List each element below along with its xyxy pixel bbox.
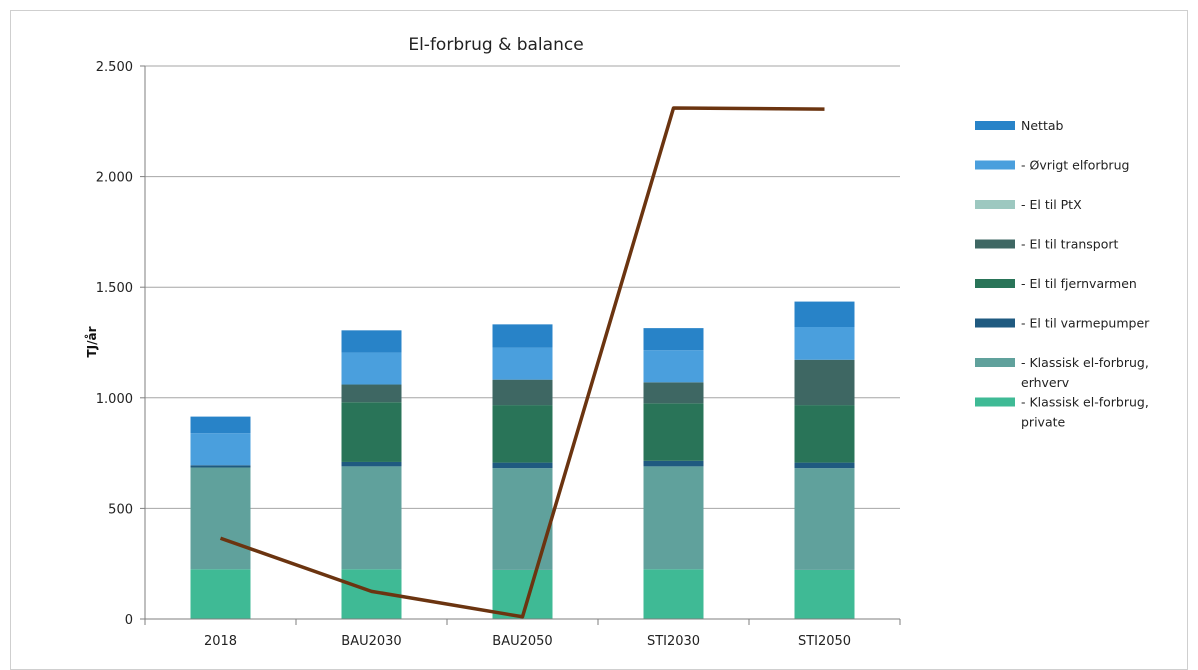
- balance-line: [219, 106, 825, 619]
- y-tick-label: 2.500: [96, 60, 133, 75]
- legend-entry-line: Nettab: [1021, 118, 1064, 133]
- bar-segment: [341, 466, 402, 570]
- y-tick-label: 2.000: [96, 171, 133, 186]
- bar-segment: [643, 466, 704, 570]
- y-tick-label: 1.000: [96, 392, 133, 407]
- legend-entry: - El til varmepumper: [1021, 316, 1150, 331]
- bar-segment: [643, 403, 704, 461]
- legend-entry-line: - Øvrigt elforbrug: [1021, 158, 1129, 173]
- x-tick-label: STI2050: [798, 634, 851, 649]
- legend-entry: - Klassisk el-forbrug, private: [1021, 395, 1149, 430]
- bar-segment: [492, 405, 553, 463]
- x-tick-label: BAU2030: [341, 634, 401, 649]
- gridlines: [140, 65, 900, 620]
- bar-segment: [190, 569, 251, 619]
- bar-segment: [643, 350, 704, 383]
- legend-entry-line: erhverv: [1021, 375, 1070, 390]
- bar-segment: [794, 405, 855, 463]
- legend-entry-line: - Klassisk el-forbrug,: [1021, 355, 1149, 370]
- x-tick-label: BAU2050: [492, 634, 552, 649]
- bar-segment: [492, 468, 553, 570]
- bar-segment: [190, 416, 251, 434]
- legend-entry-line: - El til fjernvarmen: [1021, 276, 1137, 291]
- bar-segment: [492, 462, 553, 469]
- x-tick-labels: 2018 BAU2030 BAU2050 STI2030 STI2050: [204, 634, 851, 649]
- bar-segment: [341, 352, 402, 385]
- bar-segment: [492, 324, 553, 348]
- bar-segment: [794, 327, 855, 360]
- y-tick-label: 500: [108, 502, 133, 517]
- chart-title: El-forbrug & balance: [408, 35, 583, 55]
- bar-segment: [341, 461, 402, 467]
- x-tick-label: STI2030: [647, 634, 700, 649]
- legend: Nettab - Øvrigt elforbrug - El til PtX -…: [975, 118, 1150, 430]
- legend-entry-line: - El til varmepumper: [1021, 316, 1150, 331]
- legend-entry: - Øvrigt elforbrug: [1021, 158, 1129, 173]
- axes: [144, 66, 901, 625]
- legend-entry: Nettab: [1021, 118, 1064, 133]
- bar-segment: [794, 569, 855, 619]
- bar-segment: [643, 569, 704, 619]
- bar-segment: [643, 328, 704, 351]
- legend-entry-line: - Klassisk el-forbrug,: [1021, 395, 1149, 410]
- bar-segment: [643, 460, 704, 467]
- bar-segment: [492, 347, 553, 380]
- legend-swatch: [975, 358, 1015, 367]
- bar-stacks: [190, 301, 855, 619]
- legend-entry: - Klassisk el-forbrug, erhverv: [1021, 355, 1149, 390]
- legend-swatch: [975, 121, 1015, 130]
- legend-entry: - El til transport: [1021, 237, 1119, 252]
- bar-segment: [643, 382, 704, 404]
- bar-segment: [190, 467, 251, 570]
- bar-segment: [341, 384, 402, 403]
- bar-segment: [794, 462, 855, 469]
- legend-swatch: [975, 239, 1015, 249]
- bar-segment: [190, 465, 251, 468]
- bar-segment: [341, 402, 402, 462]
- legend-entry-line: private: [1021, 415, 1066, 430]
- legend-entry-line: - El til transport: [1021, 237, 1119, 252]
- bar-segment: [794, 301, 855, 328]
- bar-segment: [794, 468, 855, 570]
- legend-swatch: [975, 160, 1015, 170]
- legend-swatch: [975, 279, 1015, 288]
- legend-swatch: [975, 397, 1015, 407]
- y-tick-label: 1.500: [96, 281, 133, 296]
- y-axis-label: TJ/år: [85, 326, 99, 357]
- balance-line-series: [219, 106, 825, 619]
- y-tick-label: 0: [125, 613, 133, 628]
- bar-segment: [492, 379, 553, 406]
- legend-entry: - El til fjernvarmen: [1021, 276, 1137, 291]
- legend-entry-line: - El til PtX: [1021, 197, 1082, 212]
- x-tick-label: 2018: [204, 634, 237, 649]
- legend-swatch: [975, 318, 1015, 328]
- legend-entry: - El til PtX: [1021, 197, 1082, 212]
- legend-swatch: [975, 200, 1015, 209]
- y-tick-labels: 0 500 1.000 1.500 2.000 2.500: [96, 60, 133, 628]
- bar-segment: [341, 330, 402, 353]
- bar-segment: [794, 359, 855, 406]
- bar-segment: [190, 433, 251, 466]
